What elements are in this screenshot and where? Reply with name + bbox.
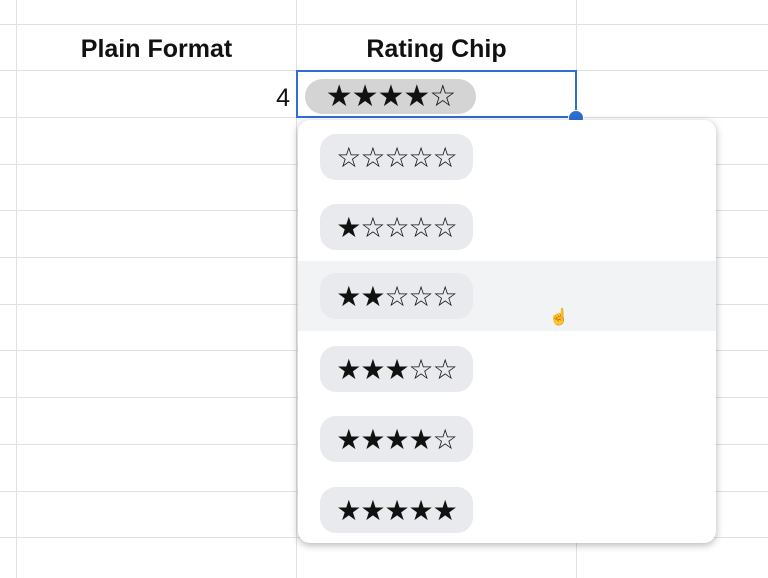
rating-chip-option: ★★★★★ bbox=[320, 487, 473, 533]
rating-chip-option: ★★★☆☆ bbox=[320, 346, 473, 392]
rating-chip-option: ★☆☆☆☆ bbox=[320, 204, 473, 250]
grid-line bbox=[296, 0, 297, 578]
selected-cell[interactable] bbox=[296, 70, 577, 118]
rating-option-3[interactable]: ★★★☆☆ bbox=[298, 334, 716, 404]
rating-option-2[interactable]: ★★☆☆☆ bbox=[298, 261, 716, 331]
rating-option-4[interactable]: ★★★★☆ bbox=[298, 404, 716, 474]
rating-chip-option: ★★★★☆ bbox=[320, 416, 473, 462]
grid-line bbox=[0, 24, 768, 25]
grid-line bbox=[16, 0, 17, 578]
header-plain-format[interactable]: Plain Format bbox=[80, 35, 233, 63]
rating-option-0[interactable]: ☆☆☆☆☆ bbox=[298, 122, 716, 192]
rating-option-1[interactable]: ★☆☆☆☆ bbox=[298, 192, 716, 262]
header-rating-chip[interactable]: Rating Chip bbox=[366, 35, 507, 63]
rating-chip-option: ☆☆☆☆☆ bbox=[320, 134, 473, 180]
rating-chip-option: ★★☆☆☆ bbox=[320, 273, 473, 319]
rating-option-5[interactable]: ★★★★★ bbox=[298, 475, 716, 543]
rating-chip[interactable]: ★★★★☆ bbox=[305, 79, 476, 114]
hand-pointer-icon: ☝ bbox=[549, 309, 569, 326]
plain-format-cell[interactable]: 4 bbox=[276, 84, 290, 112]
rating-dropdown: ☆☆☆☆☆ ★☆☆☆☆ ★★☆☆☆ ★★★☆☆ ★★★★☆ ★★★★★ bbox=[298, 120, 716, 543]
